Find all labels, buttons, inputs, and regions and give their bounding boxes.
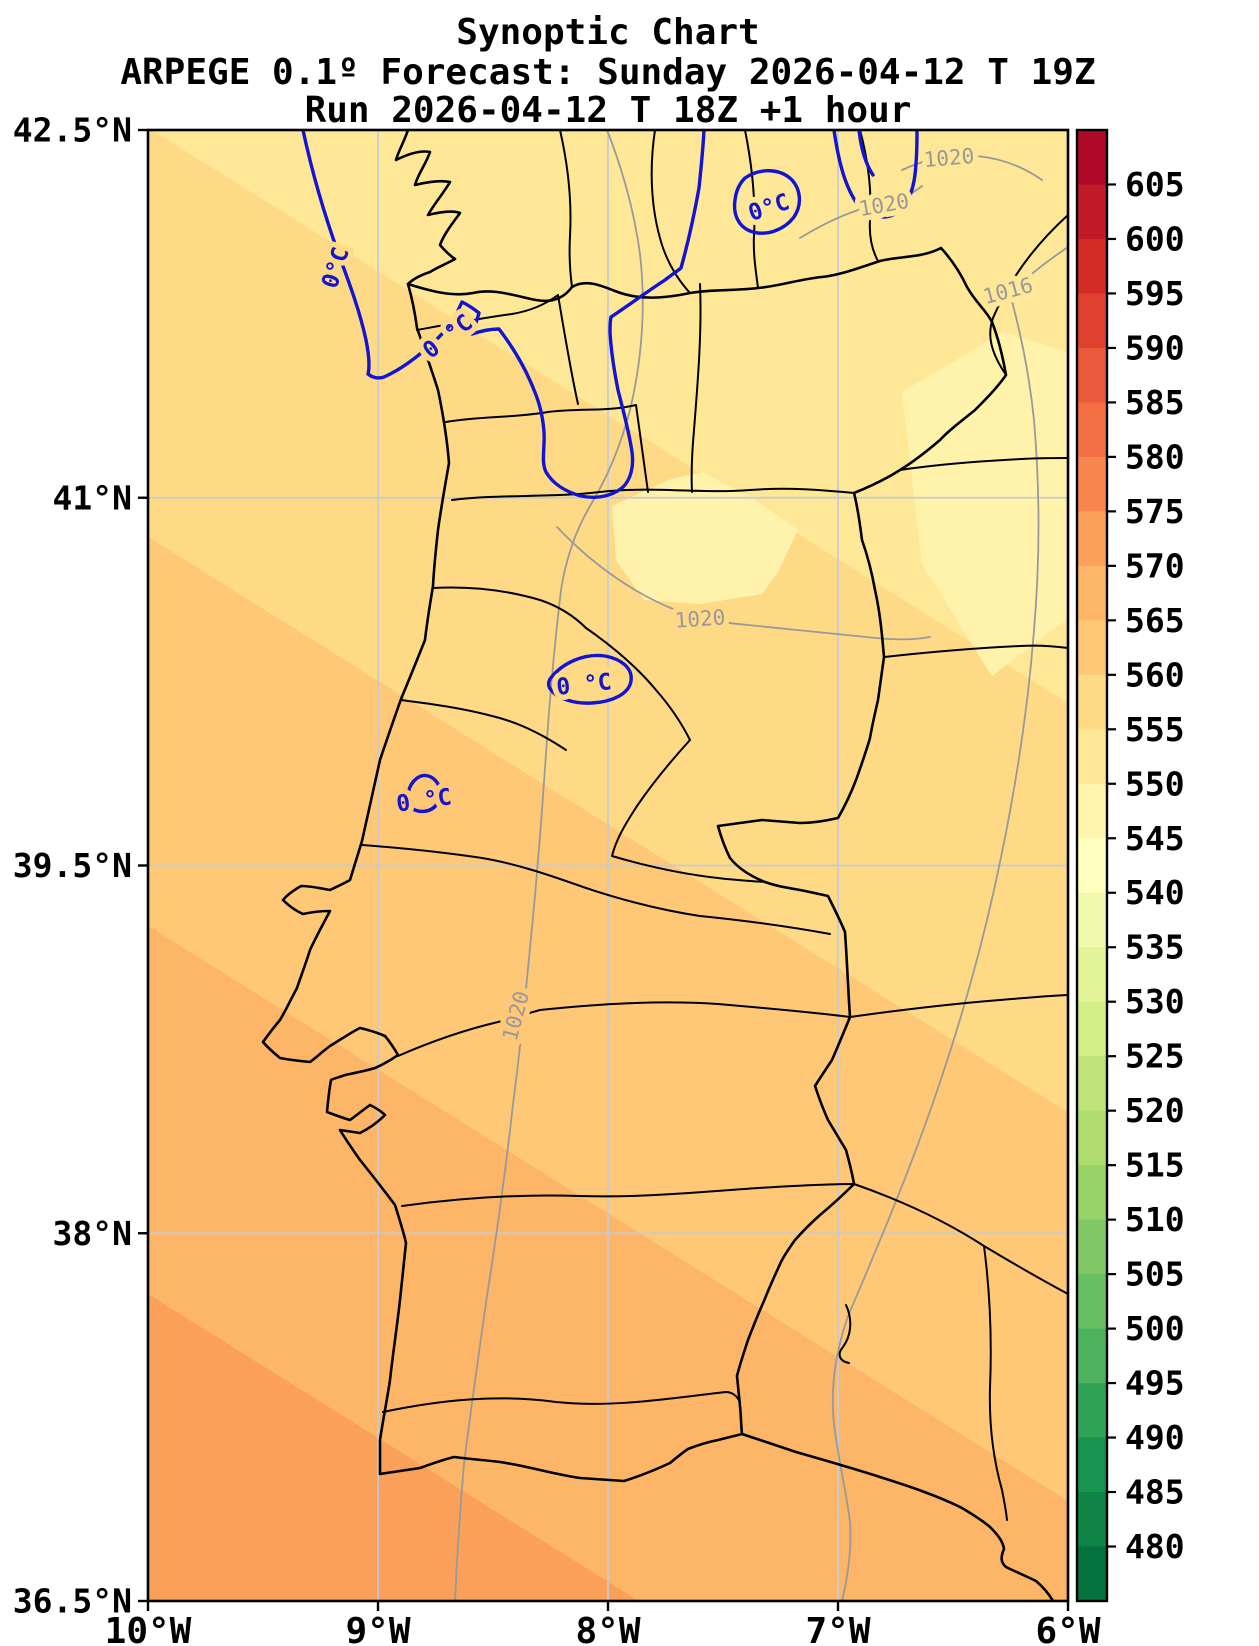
colorbar-frame bbox=[1075, 128, 1109, 1603]
chart-title: Synoptic Chart bbox=[456, 12, 759, 53]
colorbar-segment bbox=[1077, 1110, 1107, 1166]
colorbar-tick-label: 605 bbox=[1125, 165, 1185, 204]
isotherm-0c-loop-central bbox=[546, 653, 633, 705]
colorbar-segment bbox=[1077, 1437, 1107, 1493]
colorbar-tick-label: 590 bbox=[1125, 328, 1185, 367]
colorbar-tick-label: 545 bbox=[1125, 819, 1185, 858]
longitude-tick-label: 10°W bbox=[105, 1611, 192, 1646]
colorbar-tick-label: 530 bbox=[1125, 982, 1185, 1021]
colorbar-segment bbox=[1077, 1056, 1107, 1112]
colorbar-segment bbox=[1077, 456, 1107, 513]
colorbar-segment bbox=[1077, 511, 1107, 567]
latitude-tick-label: 39.5°N bbox=[13, 846, 132, 885]
colorbar-tick-label: 490 bbox=[1125, 1418, 1185, 1457]
colorbar-tick-label: 480 bbox=[1125, 1527, 1185, 1566]
colorbar-tick-label: 580 bbox=[1125, 437, 1185, 476]
colorbar-segment bbox=[1077, 1383, 1107, 1439]
colorbar-segment bbox=[1077, 1328, 1107, 1384]
isobar-1020-main bbox=[454, 130, 644, 1601]
isobar-contour-label: 1020 bbox=[674, 605, 726, 632]
colorbar-segment bbox=[1077, 729, 1107, 785]
axes: 42.5°N 41°N 39.5°N 38°N 36.5°N10°W 9°W 8°W 7°W 6… bbox=[13, 111, 1101, 1646]
colorbar-segment bbox=[1077, 674, 1107, 731]
longitude-tick-label: 7°W bbox=[805, 1611, 870, 1646]
isotherm-0c-main bbox=[301, 130, 706, 499]
colorbar-segment bbox=[1077, 1492, 1107, 1548]
isotherm-0c-loop-small bbox=[404, 773, 442, 814]
isobar-1020-northeast-b bbox=[901, 154, 1043, 181]
colorbar-tick-label: 560 bbox=[1125, 655, 1185, 694]
isobar-contour-label: 1020 bbox=[923, 144, 975, 172]
portugal-spain-border-east bbox=[716, 491, 886, 1436]
isotherm-0c-loop-northeast bbox=[732, 169, 802, 235]
colorbar-tick-label: 550 bbox=[1125, 764, 1185, 803]
colorbar-segment bbox=[1077, 130, 1107, 186]
colorbar-segment bbox=[1077, 1001, 1107, 1057]
graticule-gridlines bbox=[148, 130, 1068, 1601]
colorbar-tick-label: 595 bbox=[1125, 274, 1185, 313]
longitude-tick-label: 6°W bbox=[1035, 1611, 1100, 1646]
colorbar-tick-label: 600 bbox=[1125, 219, 1185, 258]
colorbar-tick-label: 565 bbox=[1125, 601, 1185, 640]
latitude-tick-label: 41°N bbox=[53, 478, 132, 517]
longitude-tick-label: 9°W bbox=[345, 1611, 410, 1646]
field-pocket-central bbox=[612, 472, 798, 604]
isobar-contours bbox=[454, 130, 1068, 1601]
colorbar-tick-label: 520 bbox=[1125, 1091, 1185, 1130]
colorbar-segment bbox=[1077, 1219, 1107, 1275]
chart-run-info: Run 2026-04-12 T 18Z +1 hour bbox=[305, 90, 912, 131]
latitude-tick-label: 36.5°N bbox=[13, 1582, 132, 1621]
colorbar-segment bbox=[1077, 184, 1107, 240]
portugal-district-boundaries bbox=[361, 283, 855, 1413]
colorbar-tick-label: 505 bbox=[1125, 1255, 1185, 1294]
colorbar-segment bbox=[1077, 1274, 1107, 1330]
colorbar-segment bbox=[1077, 838, 1107, 894]
colorbar-tick-label: 525 bbox=[1125, 1037, 1185, 1076]
colorbar-segment bbox=[1077, 892, 1107, 949]
colorbar-segment bbox=[1077, 1165, 1107, 1221]
colorbar-segment bbox=[1077, 238, 1107, 295]
colorbar-segment bbox=[1077, 1546, 1107, 1602]
colorbar-tick-label: 515 bbox=[1125, 1146, 1185, 1185]
latitude-tick-label: 38°N bbox=[53, 1214, 132, 1253]
colorbar-segment bbox=[1077, 347, 1107, 404]
colorbar-tick-label: 540 bbox=[1125, 873, 1185, 912]
colorbar-tick-label: 485 bbox=[1125, 1473, 1185, 1512]
colorbar: 605 600 595 590 585 580 575 570 565 560 555 550 545 5… bbox=[1075, 128, 1185, 1603]
colorbar-segment bbox=[1077, 620, 1107, 676]
colorbar-tick-label: 495 bbox=[1125, 1364, 1185, 1403]
portugal-spain-border-north bbox=[406, 246, 1008, 495]
political-boundaries bbox=[261, 130, 1068, 1601]
colorbar-tick-label: 555 bbox=[1125, 710, 1185, 749]
colorbar-tick-label: 510 bbox=[1125, 1200, 1185, 1239]
isobar-1016 bbox=[831, 246, 1068, 1601]
colorbar-tick-label: 500 bbox=[1125, 1309, 1185, 1348]
field-pocket-northeast bbox=[902, 332, 1068, 676]
colorbar-segment bbox=[1077, 783, 1107, 840]
colorbar-segment bbox=[1077, 565, 1107, 622]
latitude-tick-label: 42.5°N bbox=[13, 111, 132, 150]
colorbar-segment bbox=[1077, 293, 1107, 349]
coastline bbox=[261, 130, 1055, 1601]
colorbar-tick-label: 570 bbox=[1125, 546, 1185, 585]
colorbar-tick-label: 575 bbox=[1125, 492, 1185, 531]
colorbar-tick-label: 535 bbox=[1125, 928, 1185, 967]
chart-subtitle: ARPEGE 0.1º Forecast: Sunday 2026-04-12 … bbox=[120, 52, 1095, 93]
isotherm-0c-topright bbox=[832, 130, 919, 219]
colorbar-segment bbox=[1077, 947, 1107, 1003]
zero-isotherm-contours bbox=[301, 130, 919, 814]
longitude-tick-label: 8°W bbox=[575, 1611, 640, 1646]
colorbar-segment bbox=[1077, 402, 1107, 458]
isotherm-0c-topright-spur bbox=[857, 130, 875, 177]
colorbar-tick-label: 585 bbox=[1125, 383, 1185, 422]
